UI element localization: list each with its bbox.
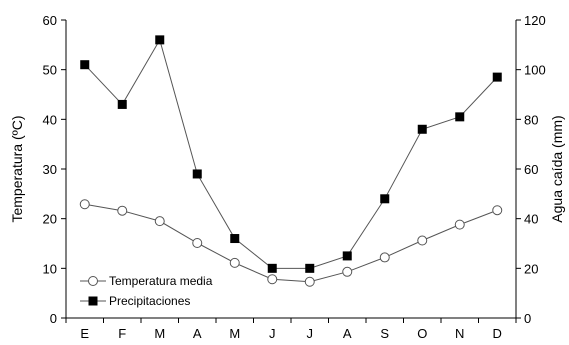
temperature-point: [117, 205, 128, 216]
x-axis-category-label: J: [307, 326, 314, 341]
precipitation-point: [492, 72, 502, 82]
right-axis-tick-label: 80: [524, 112, 538, 127]
x-axis-category-label: O: [417, 326, 427, 341]
precipitation-point: [192, 169, 202, 179]
left-axis-tick-label: 20: [43, 212, 57, 227]
chart-axes: 0 10 20 30 40 50 60 0 20 40 60 80 100 120 E F M A M J J A S O N D…: [9, 13, 565, 341]
x-axis-category-label: S: [380, 326, 389, 341]
x-axis-category-label: E: [80, 326, 89, 341]
temperature-point: [492, 205, 503, 216]
legend-label: Temperatura media: [109, 274, 213, 288]
precipitation-point: [80, 60, 90, 70]
precipitation-point: [305, 263, 315, 273]
precipitation-point: [155, 35, 165, 45]
x-axis-category-label: F: [118, 326, 126, 341]
temperature-point: [267, 274, 278, 285]
temperature-point: [229, 257, 240, 268]
x-axis-category-label: A: [193, 326, 202, 341]
temperature-point: [304, 276, 315, 287]
temperature-point: [154, 216, 165, 227]
x-axis-category-label: A: [343, 326, 352, 341]
right-axis-title: Agua caída (mm): [549, 115, 565, 222]
right-axis-tick-label: 100: [524, 63, 546, 78]
left-axis-tick-label: 40: [43, 112, 57, 127]
left-axis-title: Temperatura (ºC): [9, 115, 25, 222]
right-axis-tick-label: 60: [524, 162, 538, 177]
x-axis-category-label: J: [269, 326, 276, 341]
temperature-point: [79, 199, 90, 210]
left-axis-tick-label: 50: [43, 63, 57, 78]
precipitation-point: [380, 194, 390, 204]
x-axis-category-label: N: [455, 326, 464, 341]
temperature-point: [454, 219, 465, 230]
left-axis-tick-label: 10: [43, 261, 57, 276]
chart-series-layer: [79, 35, 503, 287]
precipitation-point: [342, 251, 352, 261]
temperature-point: [417, 235, 428, 246]
left-axis-tick-label: 0: [50, 311, 57, 326]
precipitation-point: [230, 234, 240, 244]
precipitation-point: [267, 263, 277, 273]
temperature-point: [342, 266, 353, 277]
x-axis-category-label: M: [154, 326, 165, 341]
precipitation-point: [117, 99, 127, 109]
temperature-point: [379, 252, 390, 263]
right-axis-tick-label: 40: [524, 212, 538, 227]
x-axis-category-label: D: [493, 326, 502, 341]
right-axis-tick-label: 120: [524, 13, 546, 28]
chart-legend: Temperatura media Precipitaciones: [80, 274, 213, 308]
legend-marker-circle: [88, 276, 98, 286]
temperature-point: [192, 238, 203, 249]
left-axis-tick-label: 30: [43, 162, 57, 177]
x-axis-category-label: M: [229, 326, 240, 341]
right-axis-tick-label: 20: [524, 261, 538, 276]
precipitation-point: [455, 112, 465, 122]
precipitation-point: [417, 124, 427, 134]
legend-label: Precipitaciones: [109, 294, 190, 308]
left-axis-tick-label: 60: [43, 13, 57, 28]
legend-marker-square: [88, 296, 98, 306]
right-axis-tick-label: 0: [524, 311, 531, 326]
series-line-precipitation: [84, 38, 498, 269]
series-line-temperature: [84, 203, 498, 283]
